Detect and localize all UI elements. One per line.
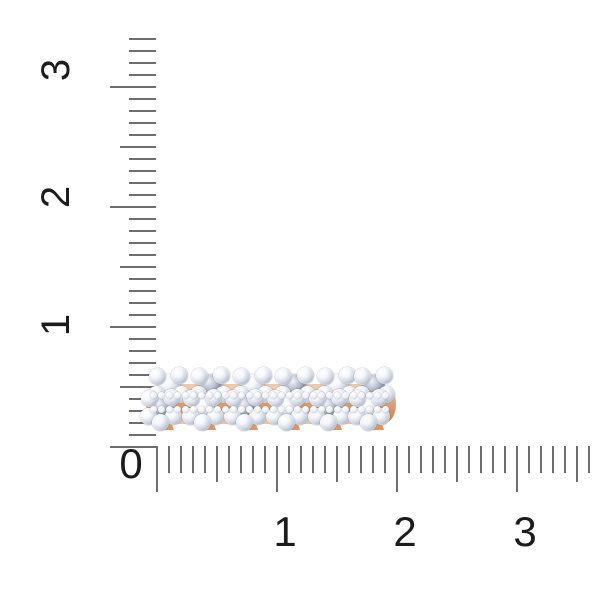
vertical-minor-tick [129,110,156,112]
horizontal-minor-tick [540,446,542,473]
horizontal-minor-tick [240,446,242,473]
vertical-minor-tick [129,338,156,340]
accent-diamond [278,414,295,431]
horizontal-minor-tick [372,446,374,473]
ring-product-image [140,366,396,438]
vertical-minor-tick [129,242,156,244]
accent-diamond [152,414,169,431]
horizontal-major-tick [156,446,158,492]
horizontal-minor-tick [504,446,506,473]
accent-diamond [354,368,371,385]
vertical-minor-tick [129,230,156,232]
vertical-axis-label-3: 3 [34,58,78,82]
horizontal-axis-label-1: 1 [273,508,297,555]
vertical-mid-tick [120,146,156,148]
vertical-minor-tick [129,374,156,376]
accent-diamond [213,367,230,384]
horizontal-minor-tick [480,446,482,473]
accent-diamond [255,367,272,384]
vertical-major-tick [110,446,156,448]
vertical-minor-tick [129,302,156,304]
vertical-minor-tick [129,254,156,256]
horizontal-minor-tick [228,446,230,473]
horizontal-mid-tick [456,446,458,482]
horizontal-minor-tick [168,446,170,473]
horizontal-minor-tick [528,446,530,473]
horizontal-minor-tick [348,446,350,473]
vertical-mid-tick [120,266,156,268]
horizontal-minor-tick [432,446,434,473]
horizontal-major-tick [276,446,278,492]
horizontal-mid-tick [336,446,338,482]
accent-diamond [233,368,250,385]
horizontal-minor-tick [204,446,206,473]
accent-diamond [191,368,208,385]
horizontal-minor-tick [360,446,362,473]
vertical-major-tick [110,326,156,328]
horizontal-major-tick [516,446,518,492]
vertical-major-tick [110,206,156,208]
horizontal-axis-label-3: 3 [513,508,537,555]
accent-diamond [320,414,337,431]
horizontal-minor-tick [588,446,590,473]
vertical-minor-tick [129,122,156,124]
horizontal-mid-tick [576,446,578,482]
accent-diamond [171,367,188,384]
vertical-axis-label-2: 2 [34,185,78,209]
horizontal-minor-tick [468,446,470,473]
vertical-minor-tick [129,434,156,436]
accent-diamond [339,367,356,384]
vertical-minor-tick [129,38,156,40]
vertical-minor-tick [129,194,156,196]
vertical-minor-tick [129,290,156,292]
accent-diamond [149,368,166,385]
vertical-minor-tick [129,158,156,160]
horizontal-minor-tick [312,446,314,473]
vertical-minor-tick [129,62,156,64]
accent-diamond [275,368,292,385]
horizontal-minor-tick [324,446,326,473]
horizontal-minor-tick [252,446,254,473]
accent-diamond [376,367,393,384]
accent-diamond [194,414,211,431]
vertical-minor-tick [129,98,156,100]
vertical-minor-tick [129,278,156,280]
accent-diamond [236,414,253,431]
horizontal-minor-tick [192,446,194,473]
vertical-major-tick [110,86,156,88]
pave-diamond-rail [150,406,389,414]
horizontal-minor-tick [420,446,422,473]
horizontal-minor-tick [180,446,182,473]
horizontal-minor-tick [300,446,302,473]
horizontal-minor-tick [492,446,494,473]
vertical-minor-tick [129,170,156,172]
accent-diamond [297,367,314,384]
horizontal-minor-tick [288,446,290,473]
vertical-minor-tick [129,182,156,184]
vertical-minor-tick [129,50,156,52]
accent-diamond [249,408,266,425]
vertical-minor-tick [129,350,156,352]
horizontal-minor-tick [552,446,554,473]
pave-diamond-rail [150,392,389,400]
horizontal-major-tick [396,446,398,492]
origin-label-zero: 0 [119,440,143,487]
vertical-minor-tick [129,134,156,136]
vertical-axis-label-1: 1 [34,313,78,337]
horizontal-minor-tick [264,446,266,473]
horizontal-minor-tick [444,446,446,473]
vertical-minor-tick [129,74,156,76]
vertical-mid-tick [120,386,156,388]
vertical-minor-tick [129,314,156,316]
horizontal-minor-tick [384,446,386,473]
horizontal-minor-tick [408,446,410,473]
horizontal-axis-label-2: 2 [393,508,417,555]
accent-diamond [317,368,334,385]
accent-diamond [360,414,377,431]
horizontal-minor-tick [564,446,566,473]
horizontal-mid-tick [216,446,218,482]
vertical-minor-tick [129,218,156,220]
vertical-minor-tick [129,362,156,364]
